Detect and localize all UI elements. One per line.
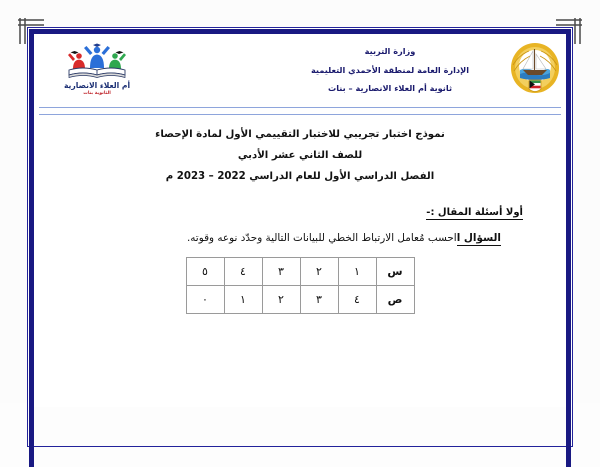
ministry-line-3: ثانوية أم العلاء الانصارية – بنات — [327, 83, 453, 93]
cell-y-5: ٠ — [185, 285, 225, 314]
school-logo-title: أم العلاء الانصارية — [63, 81, 131, 90]
school-logo-icon — [68, 43, 126, 78]
correlation-data-table: س ١ ٢ ٣ ٤ ٥ ص ٤ ٣ ٢ ١ — [185, 257, 415, 314]
cell-y-4: ١ — [223, 285, 263, 314]
school-logo: أم العلاء الانصارية الثانوية بنات — [49, 41, 145, 101]
exam-title-block: نموذج اختبار تجريبي للاختبار التقييمي ال… — [39, 124, 561, 187]
cell-x-3: ٣ — [261, 257, 301, 286]
cell-y-2: ٣ — [299, 285, 339, 314]
exam-title-line-1: نموذج اختبار تجريبي للاختبار التقييمي ال… — [155, 129, 445, 140]
school-logo-subtitle: الثانوية بنات — [83, 91, 111, 96]
header-rule-1 — [39, 107, 561, 108]
cell-x-2: ٢ — [299, 257, 339, 286]
exam-title-line-2: للصف الثاني عشر الأدبي — [237, 150, 363, 161]
ministry-heading: وزارة التربية الإدارة العامة لمنطقة الأح… — [275, 42, 505, 98]
section-heading-text: أولا أسئلة المقال :- — [426, 207, 523, 220]
table-row: س ١ ٢ ٣ ٤ ٥ — [185, 257, 415, 286]
question-1-label: السؤال ا — [456, 232, 501, 246]
page-border-left — [29, 29, 34, 467]
cell-x-4: ٤ — [223, 257, 263, 286]
header-rule-2 — [39, 114, 561, 115]
page-canvas: وزارة التربية الإدارة العامة لمنطقة الأح… — [18, 18, 582, 467]
page-border-top — [29, 29, 571, 34]
page-border-right — [566, 29, 571, 467]
page-content: وزارة التربية الإدارة العامة لمنطقة الأح… — [39, 39, 561, 407]
cell-x-5: ٥ — [185, 257, 225, 286]
cell-y-1: ٤ — [337, 285, 377, 314]
row-label-x: س — [375, 257, 415, 286]
exam-title-line-3: الفصل الدراسي الأول للعام الدراسي 2022 –… — [165, 171, 435, 182]
page-sheet: وزارة التربية الإدارة العامة لمنطقة الأح… — [27, 27, 573, 467]
ministry-line-1: وزارة التربية — [364, 46, 416, 56]
question-1: السؤال ااحسب مُعامل الارتباط الخطي للبيا… — [39, 230, 561, 246]
question-1-body: احسب مُعامل الارتباط الخطي للبيانات التا… — [186, 232, 457, 244]
document-header: وزارة التربية الإدارة العامة لمنطقة الأح… — [39, 39, 561, 105]
crop-mark-top-right — [556, 18, 582, 44]
row-label-y: ص — [375, 285, 415, 314]
cell-y-3: ٢ — [261, 285, 301, 314]
table-row: ص ٤ ٣ ٢ ١ ٠ — [185, 285, 415, 314]
data-table-wrap: س ١ ٢ ٣ ٤ ٥ ص ٤ ٣ ٢ ١ — [39, 257, 561, 314]
crop-mark-top-left — [18, 18, 44, 44]
ministry-line-2: الإدارة العامة لمنطقة الأحمدي التعليمية — [310, 64, 470, 75]
section-heading: أولا أسئلة المقال :- — [39, 200, 561, 220]
kuwait-emblem-icon — [509, 41, 561, 99]
cell-x-1: ١ — [337, 257, 377, 286]
